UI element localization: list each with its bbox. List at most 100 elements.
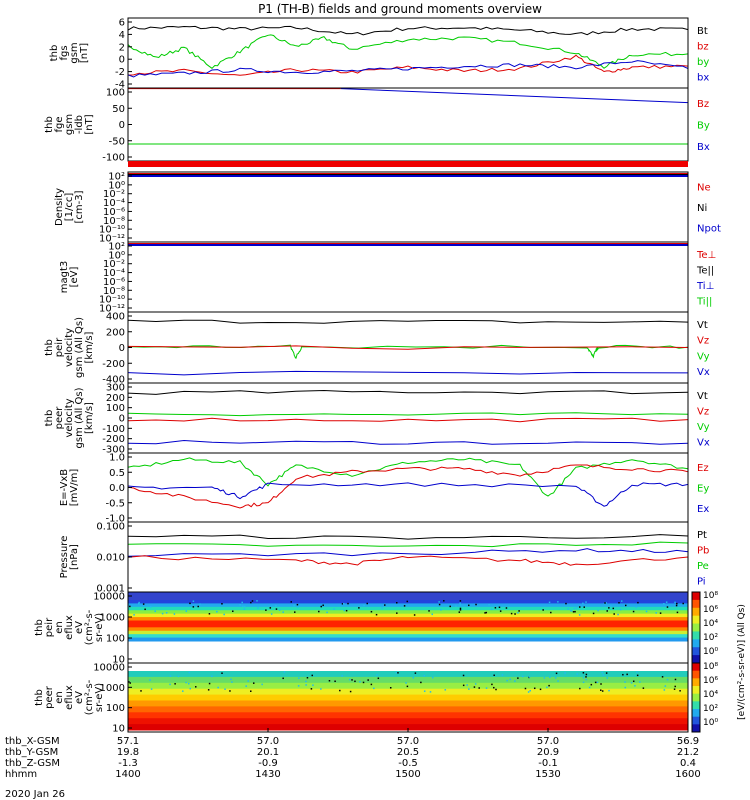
spectrogram-pixel <box>636 674 639 677</box>
spectrogram-pixel <box>278 609 281 611</box>
spectrogram-pixel <box>221 672 223 674</box>
spectrogram-pixel <box>406 685 409 688</box>
y-axis-label: [km/s] <box>84 402 95 434</box>
y-axis-label: gsm <box>69 42 80 63</box>
colorbar-segment <box>692 607 700 617</box>
legend-entry: By <box>697 121 710 132</box>
spectrogram-pixel <box>468 604 470 607</box>
spectrogram-pixel <box>624 686 627 689</box>
spectrogram-pixel <box>138 601 140 604</box>
panel-s2: 10000 1000 100 10 thb peer en eflux eV (cm²-s-sr-… <box>34 662 689 735</box>
spectrogram-pixel <box>207 689 210 691</box>
y-axis-label: eflux <box>64 685 75 710</box>
y-tick-label: 200 <box>106 327 125 338</box>
spectrogram-pixel <box>459 604 462 606</box>
spectrogram-pixel <box>567 608 569 610</box>
spectrogram-pixel <box>359 681 361 683</box>
series-bz-line <box>127 54 689 76</box>
spectrogram-pixel <box>370 683 373 686</box>
spectrogram-pixel <box>362 681 365 684</box>
spectrogram-pixel <box>224 688 226 690</box>
x-tick-label: -1.3 <box>118 758 138 769</box>
colorbar-segment <box>692 631 700 640</box>
spectrogram-pixel <box>557 680 559 682</box>
spectrogram-band <box>128 610 688 615</box>
spectrogram-pixel <box>194 686 197 688</box>
x-row-label: hhmm <box>5 769 37 780</box>
spectrogram-pixel <box>217 686 219 689</box>
spectrogram-pixel <box>348 678 351 681</box>
spectrogram-pixel <box>468 688 470 690</box>
spectrogram-pixel <box>620 600 623 602</box>
panel-frame <box>127 171 689 243</box>
spectrogram-pixel <box>679 690 681 692</box>
spectrogram-pixel <box>491 683 493 686</box>
spectrogram-band <box>128 617 688 621</box>
spectrogram-pixel <box>282 611 284 613</box>
spectrogram-pixel <box>539 688 542 691</box>
x-tick-label: 20.9 <box>537 747 559 758</box>
spectrogram-pixel <box>605 672 608 674</box>
y-axis-label: thb <box>44 339 55 356</box>
y-tick-label: 100 <box>106 634 125 645</box>
y-tick-label: 0 <box>119 414 125 425</box>
y-tick-label: 50 <box>112 104 125 115</box>
spectrogram-pixel <box>606 610 608 612</box>
colorbar-segment <box>692 678 700 687</box>
spectrogram-pixel <box>173 613 176 615</box>
spectrogram-band <box>128 676 688 684</box>
spectrogram-band <box>128 627 688 632</box>
spectrogram-band <box>128 688 688 696</box>
spectrogram-pixel <box>290 601 292 603</box>
legend-entry: Ez <box>697 463 709 474</box>
spectrogram-pixel <box>663 689 666 691</box>
spectrogram-pixel <box>622 673 624 676</box>
y-tick-label: -2 <box>115 67 125 78</box>
spectrogram-pixel <box>270 613 273 615</box>
y-axis-label: fgs <box>59 45 70 60</box>
spectrogram-pixel <box>495 688 497 691</box>
y-tick-label: 10⁻¹² <box>99 304 125 315</box>
spectrogram-pixel <box>257 607 259 609</box>
spectrogram-band <box>128 623 688 628</box>
spectrogram-pixel <box>498 606 501 609</box>
colorbar-segment <box>692 724 700 733</box>
colorbar-tick-label: 10⁶ <box>703 605 718 615</box>
y-axis-label: eflux <box>64 615 75 640</box>
x-tick-label: 57.0 <box>257 736 279 747</box>
series-vt-line <box>127 389 689 395</box>
spectrogram-band <box>128 706 688 713</box>
y-axis-label: fge <box>54 116 65 132</box>
legend-entry: Pe <box>697 561 709 572</box>
y-tick-label: 10⁻⁴ <box>103 268 125 279</box>
spectrogram-pixel <box>208 682 211 685</box>
spectrogram-pixel <box>341 603 344 605</box>
spectrogram-pixel <box>231 681 233 683</box>
x-tick-label: 21.2 <box>677 747 699 758</box>
spectrogram-pixel <box>585 678 587 681</box>
spectrogram-pixel <box>550 611 552 614</box>
spectrogram-pixel <box>636 671 638 673</box>
spectrogram-pixel <box>608 607 610 609</box>
spectrogram-band <box>128 592 688 600</box>
colorbar-frame <box>691 662 701 733</box>
spectrogram-pixel <box>129 682 132 684</box>
y-tick-label: 0.5 <box>109 468 125 479</box>
panel-p2: Bz By Bx 100 50 0 -50 -100 thb fge gsm -ldb [nT] <box>44 87 710 164</box>
colorbar-segment <box>692 663 700 672</box>
spectrogram-pixel <box>182 690 184 692</box>
y-tick-label: 2 <box>119 42 125 53</box>
y-axis-label: sr-eV) <box>94 613 105 642</box>
spectrogram-pixel <box>571 610 573 612</box>
spectrogram-pixel <box>514 613 516 615</box>
y-tick-label: 10 <box>112 655 125 666</box>
y-tick-label: 0.010 <box>96 553 125 564</box>
colorbar-segment <box>692 615 700 625</box>
spectrogram-pixel <box>428 610 430 612</box>
y-tick-label: 1000 <box>100 613 125 624</box>
spectrogram-pixel <box>154 610 156 613</box>
date-label: 2020 Jan 26 <box>5 789 65 800</box>
y-axis-label: eV <box>74 621 85 634</box>
spectrogram-pixel <box>578 606 581 608</box>
spectrogram-pixel <box>548 601 551 604</box>
